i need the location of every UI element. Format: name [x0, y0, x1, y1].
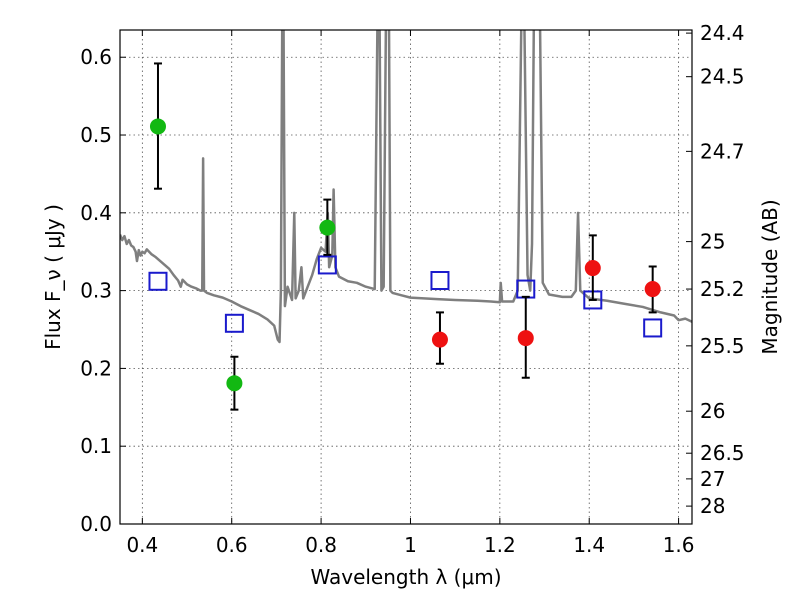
- y-axis-label-left: Flux F_ν ( μJy ): [41, 204, 65, 350]
- y-tick-label: 0.0: [80, 512, 112, 536]
- y-tick-label: 0.1: [80, 434, 112, 458]
- magnitude-tick-label: 28: [700, 494, 725, 518]
- magnitude-tick-label: 27: [700, 467, 725, 491]
- magnitude-tick-label: 26.5: [700, 441, 745, 465]
- y-axis-flux: 0.0 0.1 0.2 0.3 0.4 0.5 0.6: [80, 45, 126, 536]
- y-axis-label-right: Magnitude (AB): [758, 199, 782, 354]
- model-flux-square: [317, 255, 337, 275]
- model-spectrum: [120, 30, 692, 344]
- green-flux-point: [149, 118, 166, 135]
- y-tick-label: 0.5: [80, 123, 112, 147]
- magnitude-tick-label: 24.5: [700, 65, 745, 89]
- y-tick-label: 0.4: [80, 201, 112, 225]
- magnitude-tick-label: 25.5: [700, 334, 745, 358]
- model-flux-square: [224, 313, 244, 333]
- x-tick-label: 1.6: [663, 533, 695, 557]
- red-flux-point: [644, 281, 661, 298]
- model-spectrum-line: [120, 30, 692, 344]
- green-flux-point: [226, 375, 243, 392]
- plot-background: [120, 30, 692, 524]
- magnitude-tick-label: 24.7: [700, 139, 745, 163]
- x-axis-label: Wavelength λ (μm): [310, 565, 501, 589]
- y-tick-label: 0.3: [80, 279, 112, 303]
- y-tick-label: 0.2: [80, 356, 112, 380]
- x-tick-label: 1.2: [484, 533, 516, 557]
- magnitude-tick-label: 24.4: [700, 21, 745, 45]
- green-flux-point: [319, 219, 336, 236]
- x-tick-label: 1.4: [573, 533, 605, 557]
- x-tick-label: 1: [404, 533, 417, 557]
- red-flux-point: [584, 260, 601, 277]
- model-flux-square: [430, 271, 450, 291]
- model-flux-square: [643, 318, 663, 338]
- x-axis: 0.4 0.6 0.8 1 1.2 1.4 1.6: [126, 30, 695, 557]
- x-tick-label: 0.8: [305, 533, 337, 557]
- magnitude-tick-label: 25.2: [700, 277, 745, 301]
- magnitude-tick-label: 25: [700, 230, 725, 254]
- magnitude-tick-label: 26: [700, 399, 725, 423]
- x-tick-label: 0.6: [216, 533, 248, 557]
- model-flux-square: [148, 271, 168, 291]
- red-flux-point: [431, 331, 448, 348]
- y-axis-magnitude: 24.4 24.5 24.7 25 25.2 25.5 26 26.527 28: [686, 21, 745, 518]
- y-tick-label: 0.6: [80, 45, 112, 69]
- red-flux-point: [517, 330, 534, 347]
- x-tick-label: 0.4: [126, 533, 158, 557]
- data-markers: [148, 62, 663, 411]
- plot-frame: [119, 29, 693, 525]
